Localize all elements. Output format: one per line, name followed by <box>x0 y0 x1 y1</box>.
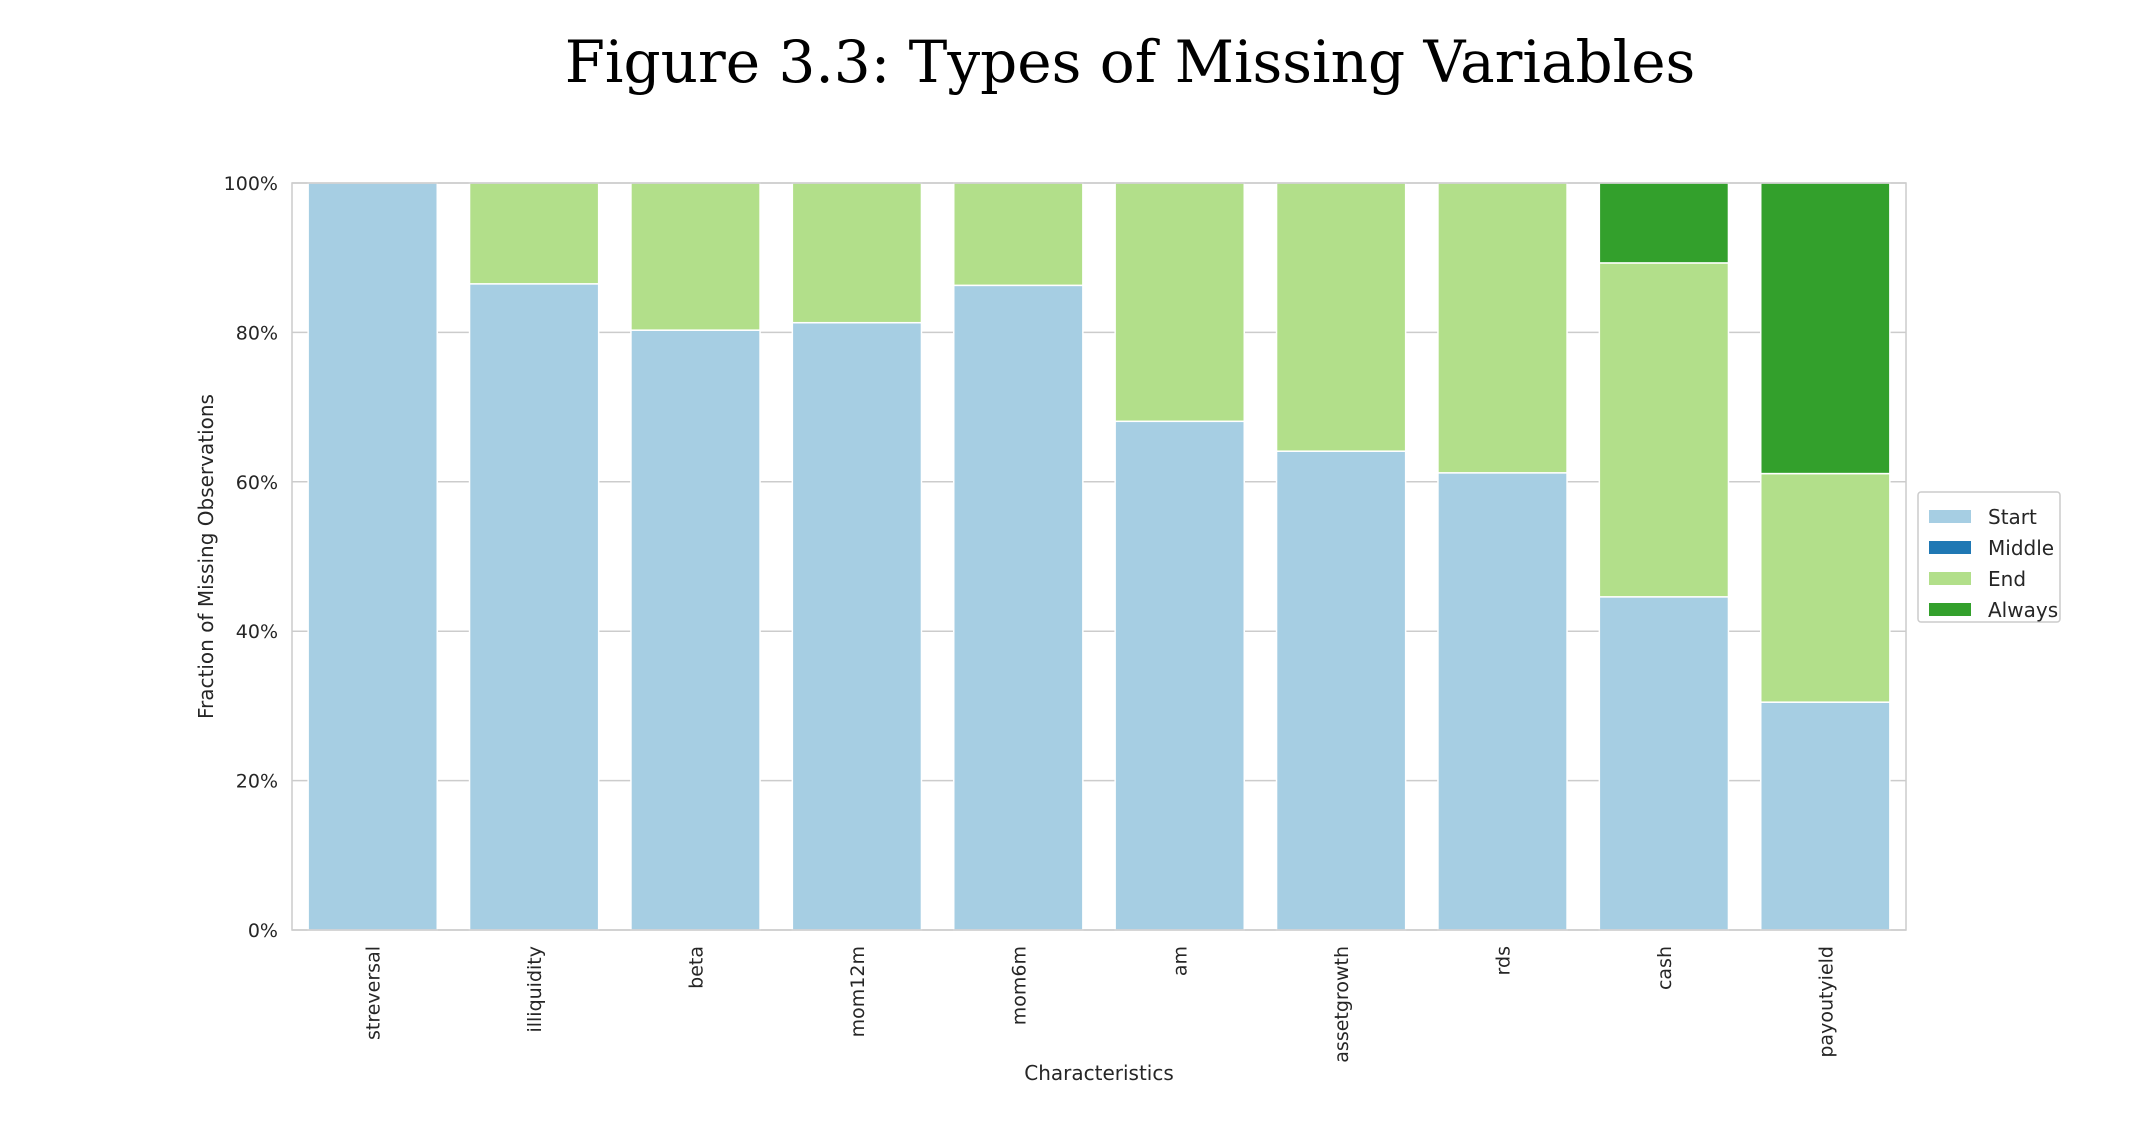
y-axis-label: Fraction of Missing Observations <box>194 394 218 719</box>
legend-label-middle: Middle <box>1988 536 2054 560</box>
x-axis-label: Characteristics <box>1024 1061 1174 1085</box>
y-tick-label: 60% <box>236 472 278 494</box>
bar-end-am <box>1114 182 1246 423</box>
bar-always-payoutyield <box>1759 182 1891 475</box>
y-tick-label: 100% <box>224 173 278 195</box>
legend-swatch-middle <box>1929 541 1971 554</box>
legend-swatch-end <box>1929 572 1971 585</box>
x-tick-labels: streversal illiquidity beta mom12m mom6m am as… <box>363 946 1838 1063</box>
bar-always-cash <box>1598 182 1730 264</box>
y-tick-label: 0% <box>248 920 278 942</box>
bar-end-beta <box>630 182 761 331</box>
bar-end-cash <box>1598 262 1730 598</box>
bar-start-mom12m <box>791 321 923 931</box>
y-tick-label: 40% <box>236 621 278 643</box>
bar-start-payoutyield <box>1759 701 1891 931</box>
bars <box>307 182 1891 931</box>
legend-label-start: Start <box>1988 505 2037 529</box>
bar-end-payoutyield <box>1759 472 1891 703</box>
bar-end-rds <box>1437 182 1568 474</box>
x-tick-label: illiquidity <box>524 946 546 1033</box>
x-tick-label: assetgrowth <box>1331 946 1353 1063</box>
x-tick-label: mom12m <box>847 946 869 1037</box>
bar-start-cash <box>1598 596 1730 931</box>
x-tick-label: beta <box>686 946 708 989</box>
bar-end-mom6m <box>952 182 1084 287</box>
legend-swatch-start <box>1929 510 1971 523</box>
legend: Start Middle End Always <box>1917 491 2061 623</box>
legend-label-always: Always <box>1988 598 2058 622</box>
x-tick-label: payoutyield <box>1815 946 1837 1058</box>
x-tick-label: mom6m <box>1008 946 1030 1025</box>
bar-start-assetgrowth <box>1275 450 1407 931</box>
y-tick-label: 80% <box>236 322 278 344</box>
x-tick-label: rds <box>1493 946 1515 975</box>
y-tick-labels: 0% 20% 40% 60% 80% 100% <box>224 173 278 942</box>
bar-start-beta <box>630 329 761 931</box>
bar-start-mom6m <box>952 284 1084 931</box>
bar-start-rds <box>1437 472 1568 931</box>
bar-end-mom12m <box>791 182 923 324</box>
x-tick-label: am <box>1170 946 1192 976</box>
bar-end-illiquidity <box>468 182 600 285</box>
bar-end-assetgrowth <box>1275 182 1407 452</box>
legend-swatch-always <box>1929 603 1971 616</box>
y-tick-label: 20% <box>236 771 278 793</box>
plot-frame <box>291 182 1907 931</box>
legend-box <box>1917 491 2061 623</box>
x-tick-label: cash <box>1654 946 1676 990</box>
bar-start-streversal <box>307 182 439 931</box>
x-tick-label: streversal <box>363 946 385 1040</box>
bar-start-illiquidity <box>468 283 600 931</box>
chart-title: Figure 3.3: Types of Missing Variables <box>565 28 1696 96</box>
bar-start-am <box>1114 420 1246 931</box>
legend-label-end: End <box>1988 567 2026 591</box>
